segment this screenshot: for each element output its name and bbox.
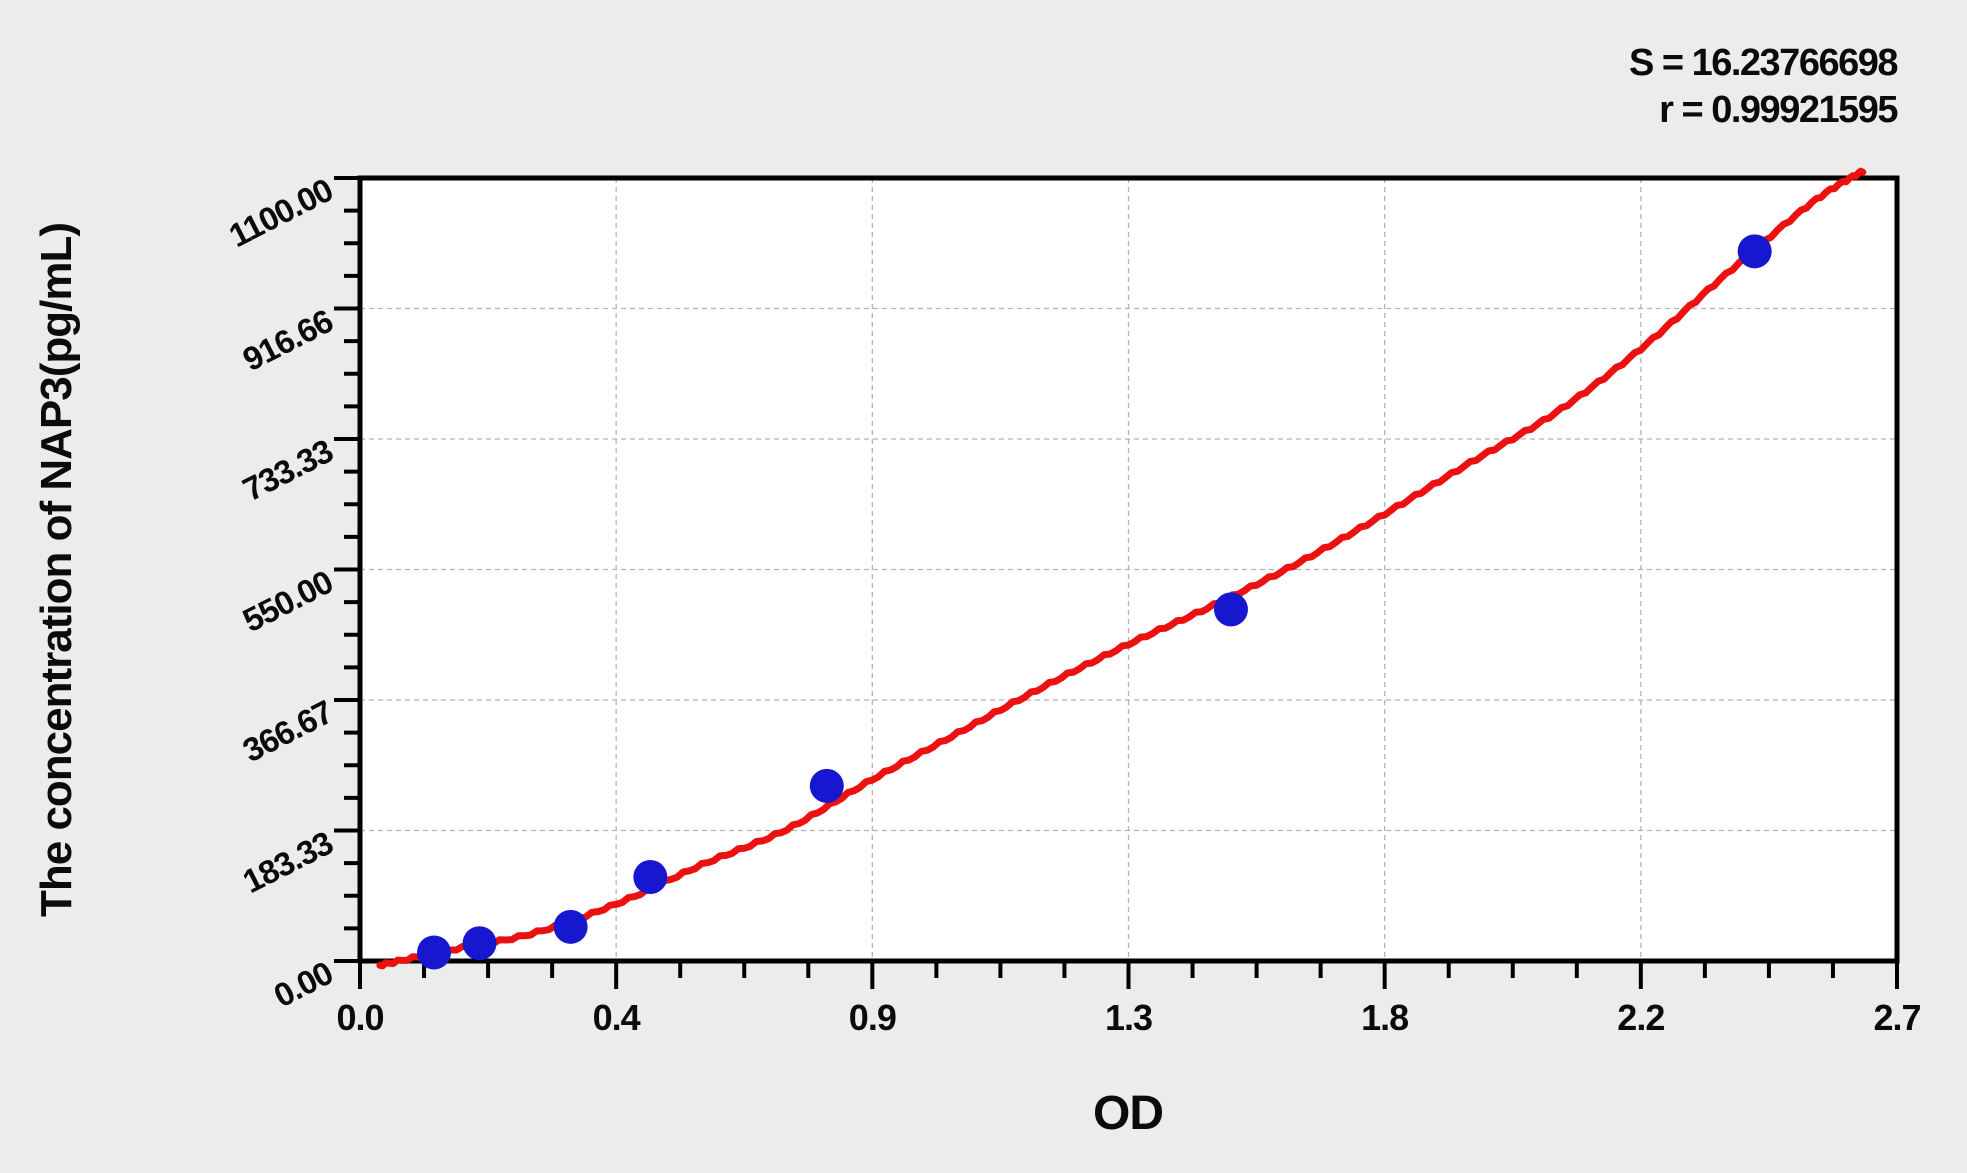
fitted-curve — [376, 167, 1867, 970]
data-point — [633, 860, 668, 895]
y-axis-title: The concentration of NAP3(pg/mL) — [32, 223, 81, 917]
x-tick-label: 2.7 — [1873, 997, 1921, 1038]
data-point — [417, 935, 452, 970]
x-tick-label: 1.8 — [1361, 997, 1409, 1038]
x-tick-label: 1.3 — [1104, 997, 1153, 1038]
stat-s-value: S = 16.23766698 — [1628, 42, 1899, 84]
data-point — [462, 926, 497, 961]
x-tick-label: 0.0 — [336, 997, 384, 1038]
x-axis-title: OD — [1093, 1087, 1164, 1140]
data-point — [809, 768, 844, 803]
fit-statistics: S = 16.23766698 r = 0.99921595 — [1628, 40, 1899, 134]
x-tick-label: 0.9 — [848, 997, 897, 1038]
x-tick-label: 0.4 — [592, 997, 641, 1038]
data-point — [553, 909, 588, 944]
data-point — [1737, 234, 1772, 269]
stat-r-value: r = 0.99921595 — [1659, 89, 1898, 131]
x-tick-label: 2.2 — [1617, 997, 1665, 1038]
data-point — [1213, 592, 1248, 627]
